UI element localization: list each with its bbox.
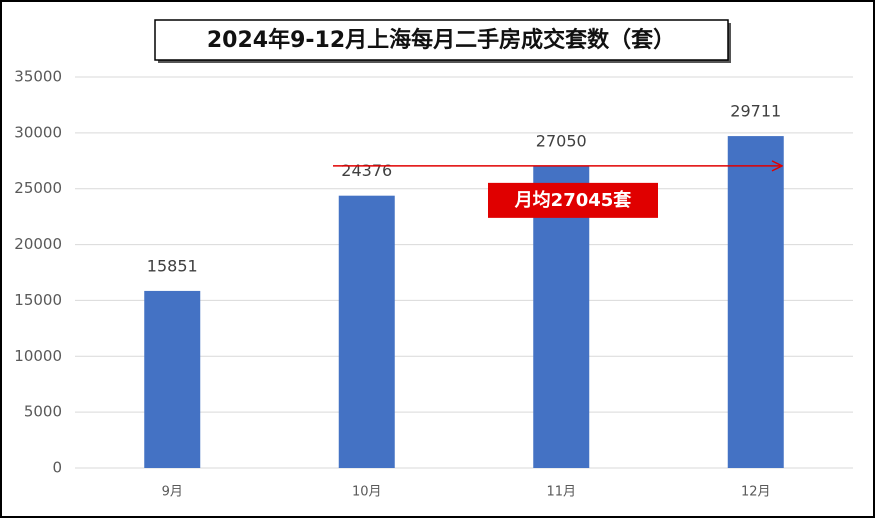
value-label: 29711 xyxy=(730,102,781,121)
y-tick-label: 20000 xyxy=(14,235,62,253)
bar xyxy=(338,195,395,469)
title-box xyxy=(154,19,729,61)
y-tick-label: 35000 xyxy=(14,68,62,86)
y-tick-label: 25000 xyxy=(14,179,62,197)
y-tick-label: 0 xyxy=(52,459,62,477)
annotation-label: 月均27045套 xyxy=(514,189,632,211)
annotation-box xyxy=(488,182,658,218)
x-tick-label: 9月 xyxy=(162,485,183,500)
x-tick-label: 12月 xyxy=(741,485,771,500)
y-tick-label: 30000 xyxy=(14,123,62,141)
chart-title: 2024年9-12月上海每月二手房成交套数（套） xyxy=(207,27,675,53)
y-tick-label: 5000 xyxy=(24,403,62,421)
value-label: 27050 xyxy=(536,131,587,150)
x-tick-label: 10月 xyxy=(352,485,382,500)
value-label: 24376 xyxy=(341,161,392,180)
x-tick-label: 11月 xyxy=(546,485,576,500)
y-tick-label: 15000 xyxy=(14,291,62,309)
value-label: 15851 xyxy=(147,256,198,275)
bar xyxy=(144,290,201,468)
bar xyxy=(727,136,784,468)
y-tick-label: 10000 xyxy=(14,347,62,365)
